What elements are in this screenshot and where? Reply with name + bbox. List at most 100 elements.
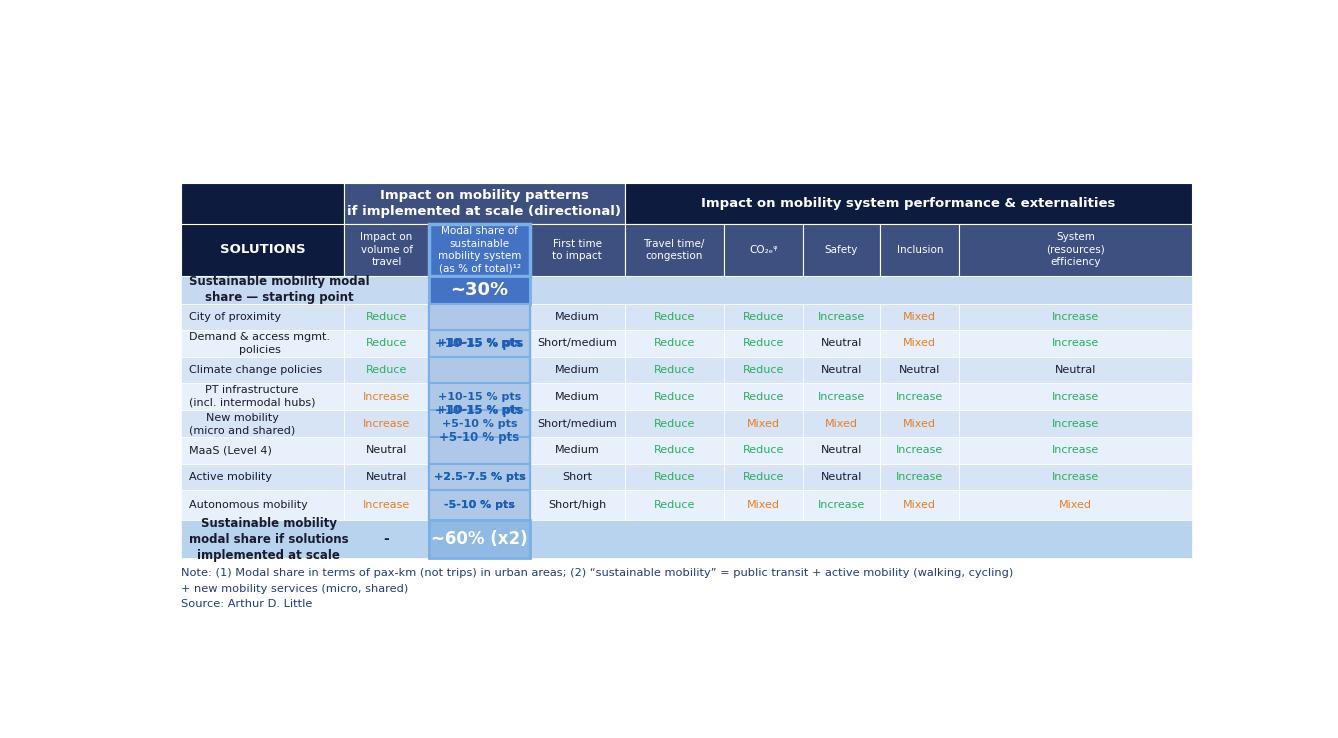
Text: Reduce: Reduce <box>653 446 694 455</box>
Bar <box>724 224 803 276</box>
Bar <box>181 331 344 356</box>
Text: Increase: Increase <box>363 419 411 429</box>
Text: First time
to impact: First time to impact <box>553 238 602 261</box>
Text: Increase: Increase <box>1052 419 1100 429</box>
Text: ~30%: ~30% <box>451 281 508 299</box>
Bar <box>724 383 803 410</box>
Text: Increase: Increase <box>896 392 943 401</box>
Bar <box>625 224 724 276</box>
Bar <box>344 410 429 438</box>
Bar <box>429 438 530 463</box>
Bar <box>803 383 880 410</box>
Text: Increase: Increase <box>363 500 411 510</box>
Text: +5-10 % pts: +5-10 % pts <box>442 419 518 429</box>
Bar <box>803 438 880 463</box>
Bar <box>344 463 429 490</box>
Bar <box>181 490 344 520</box>
Bar <box>429 463 530 490</box>
Bar <box>625 438 724 463</box>
Text: Reduce: Reduce <box>653 500 694 510</box>
Bar <box>724 463 803 490</box>
Bar <box>880 224 959 276</box>
Text: Medium: Medium <box>555 365 599 375</box>
Bar <box>429 490 530 520</box>
Text: +10-15 % pts: +10-15 % pts <box>438 392 522 401</box>
Bar <box>181 410 344 438</box>
Text: Mixed: Mixed <box>1060 500 1092 510</box>
Text: Sustainable mobility
modal share if solutions
implemented at scale: Sustainable mobility modal share if solu… <box>189 517 349 562</box>
Text: +2.5-7.5 % pts: +2.5-7.5 % pts <box>434 472 526 482</box>
Bar <box>429 304 530 331</box>
Bar <box>181 304 344 331</box>
Bar <box>803 304 880 331</box>
Text: +2.5-7.5 % pts: +2.5-7.5 % pts <box>434 472 526 482</box>
Bar <box>880 383 959 410</box>
Text: Increase: Increase <box>1052 446 1100 455</box>
Text: +10-15 % pts: +10-15 % pts <box>438 405 522 415</box>
Bar <box>803 490 880 520</box>
Bar <box>429 410 530 438</box>
Bar <box>181 356 344 383</box>
Bar <box>429 520 530 558</box>
Bar <box>625 490 724 520</box>
Text: +10-15 % pts: +10-15 % pts <box>435 404 523 417</box>
Text: Reduce: Reduce <box>653 472 694 482</box>
Bar <box>724 490 803 520</box>
Bar <box>429 410 530 438</box>
Text: Reduce: Reduce <box>653 365 694 375</box>
Bar <box>530 304 625 331</box>
Bar <box>181 224 344 276</box>
Bar <box>429 438 530 463</box>
Text: Reduce: Reduce <box>743 339 784 348</box>
Bar <box>181 276 1192 304</box>
Bar <box>880 438 959 463</box>
Text: Increase: Increase <box>896 472 943 482</box>
Text: Impact on mobility system performance & externalities: Impact on mobility system performance & … <box>701 197 1116 210</box>
Bar <box>625 463 724 490</box>
Text: Increase: Increase <box>818 500 866 510</box>
Bar <box>429 463 530 490</box>
Bar <box>181 438 344 463</box>
Text: Neutral: Neutral <box>820 472 862 482</box>
Bar <box>429 383 530 410</box>
Text: Reduce: Reduce <box>653 392 694 401</box>
Text: Increase: Increase <box>1052 392 1100 401</box>
Bar <box>880 410 959 438</box>
Bar <box>429 383 530 410</box>
Bar <box>880 331 959 356</box>
Bar <box>959 410 1192 438</box>
Text: Increase: Increase <box>1052 472 1100 482</box>
Text: + new mobility services (micro, shared): + new mobility services (micro, shared) <box>181 584 408 593</box>
Bar <box>344 224 429 276</box>
Bar <box>344 356 429 383</box>
Text: Reduce: Reduce <box>653 312 694 323</box>
Bar <box>429 356 530 383</box>
Bar <box>530 438 625 463</box>
Text: Increase: Increase <box>1052 339 1100 348</box>
Bar <box>880 463 959 490</box>
Bar <box>959 331 1192 356</box>
Bar <box>803 224 880 276</box>
Text: Neutral: Neutral <box>365 446 407 455</box>
Text: +10-15 % pts: +10-15 % pts <box>438 339 522 348</box>
Bar <box>429 331 530 356</box>
Text: +5-10 % pts: +5-10 % pts <box>439 431 519 444</box>
Bar <box>344 490 429 520</box>
Bar <box>344 183 625 224</box>
Bar <box>625 304 724 331</box>
Bar <box>724 410 803 438</box>
Text: Increase: Increase <box>818 392 866 401</box>
Bar <box>530 410 625 438</box>
Text: Reduce: Reduce <box>365 312 407 323</box>
Bar <box>429 304 530 331</box>
Text: Medium: Medium <box>555 446 599 455</box>
Bar <box>429 356 530 383</box>
Bar <box>530 331 625 356</box>
Bar <box>429 331 530 356</box>
Bar <box>724 304 803 331</box>
Bar <box>344 331 429 356</box>
Bar <box>429 304 530 383</box>
Text: +10-15 % pts: +10-15 % pts <box>438 339 522 348</box>
Bar <box>429 490 530 520</box>
Bar <box>530 356 625 383</box>
